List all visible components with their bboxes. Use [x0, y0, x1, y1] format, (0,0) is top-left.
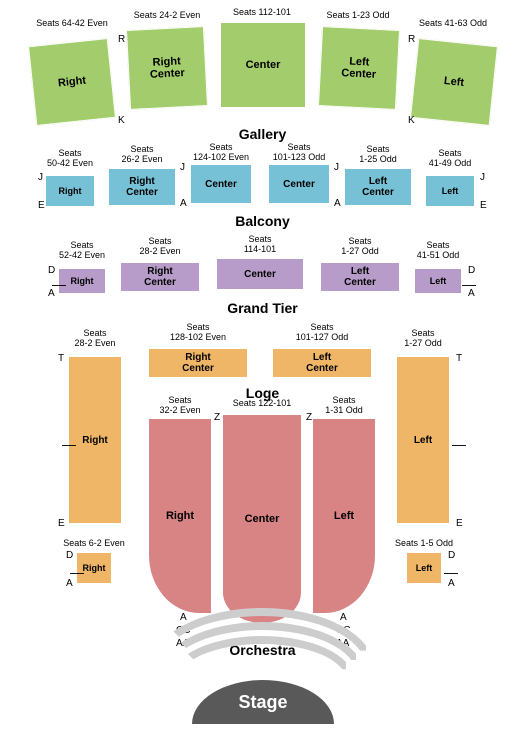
gallery-left-center[interactable]: LeftCenter: [318, 26, 400, 110]
grand-tier-title: Grand Tier: [0, 300, 525, 316]
balcony-row-j-4: J: [334, 162, 339, 173]
balcony-center-r[interactable]: Center: [268, 164, 330, 204]
lowerbox-left[interactable]: Left: [406, 552, 442, 584]
gallery-row-k-3: K: [408, 115, 415, 126]
loge-side-right-seats-label: Seats28-2 Even: [55, 328, 135, 348]
gallery-right[interactable]: Right: [28, 38, 116, 126]
balcony-left[interactable]: Left: [425, 175, 475, 207]
grand-tier-left-center-seats-label: Seats1-27 Odd: [320, 236, 400, 256]
balcony-right[interactable]: Right: [45, 175, 95, 207]
loge-right-center[interactable]: RightCenter: [148, 348, 248, 378]
loge-row-e-1: E: [58, 518, 65, 529]
balcony-title: Balcony: [0, 213, 525, 229]
loge-right-center-seats-label: Seats128-102 Even: [158, 322, 238, 342]
balcony-left-seats-label: Seats41-49 Odd: [410, 148, 490, 168]
gallery-right-center-seats-label: Seats 24-2 Even: [127, 10, 207, 20]
balcony-left-center-seats-label: Seats1-25 Odd: [338, 144, 418, 164]
orchestra-center-seats-label: Seats 122-101: [222, 398, 302, 408]
grand-tier-right-center[interactable]: RightCenter: [120, 262, 200, 292]
balcony-center-l[interactable]: Center: [190, 164, 252, 204]
balcony-right-seats-label: Seats50-42 Even: [30, 148, 110, 168]
dash-3: —: [452, 436, 466, 452]
loge-row-t-0: T: [58, 353, 64, 364]
dash-0: —: [52, 276, 66, 292]
balcony-row-j-6: J: [480, 172, 485, 183]
gallery-title: Gallery: [0, 126, 525, 142]
grand-tier-row-d-2: D: [468, 265, 475, 276]
balcony-center-l-seats-label: Seats124-102 Even: [181, 142, 261, 162]
loge-row-e-3: E: [456, 518, 463, 529]
grand-tier-left[interactable]: Left: [414, 268, 462, 294]
balcony-row-j-2: J: [180, 162, 185, 173]
grand-tier-row-d-0: D: [48, 265, 55, 276]
dash-5: —: [444, 564, 458, 580]
orchestra-row-a-3: A: [340, 612, 347, 623]
orchestra-row-a-2: A: [180, 612, 187, 623]
grand-tier-center-seats-label: Seats114-101: [220, 234, 300, 254]
lowerbox-left-seats-label: Seats 1-5 Odd: [384, 538, 464, 548]
gallery-row-r-0: R: [118, 34, 125, 45]
lowerbox-right-seats-label: Seats 6-2 Even: [54, 538, 134, 548]
gallery-row-k-2: K: [118, 115, 125, 126]
orchestra-center[interactable]: Center: [222, 414, 302, 624]
dash-4: —: [70, 564, 84, 580]
loge-row-t-2: T: [456, 353, 462, 364]
gallery-left[interactable]: Left: [410, 38, 498, 126]
balcony-right-center-seats-label: Seats26-2 Even: [102, 144, 182, 164]
balcony-left-center[interactable]: LeftCenter: [344, 168, 412, 206]
orchestra-row-z-1: Z: [306, 412, 312, 423]
orchestra-row-d-8: D: [66, 550, 73, 561]
balcony-row-j-0: J: [38, 172, 43, 183]
gallery-left-seats-label: Seats 41-63 Odd: [413, 18, 493, 28]
balcony-row-e-1: E: [38, 200, 45, 211]
stage: Stage: [192, 680, 334, 724]
balcony-row-e-7: E: [480, 200, 487, 211]
grand-tier-center[interactable]: Center: [216, 258, 304, 290]
loge-left-center-seats-label: Seats101-127 Odd: [282, 322, 362, 342]
orchestra-left-seats-label: Seats1-31 Odd: [304, 395, 384, 415]
loge-side-left[interactable]: Left: [396, 356, 450, 524]
balcony-row-a-3: A: [180, 198, 187, 209]
orchestra-right-seats-label: Seats32-2 Even: [140, 395, 220, 415]
gallery-right-center[interactable]: RightCenter: [126, 26, 208, 110]
dash-2: —: [62, 436, 76, 452]
loge-left-center[interactable]: LeftCenter: [272, 348, 372, 378]
orchestra-row-z-0: Z: [214, 412, 220, 423]
balcony-right-center[interactable]: RightCenter: [108, 168, 176, 206]
gallery-center-seats-label: Seats 112-101: [222, 7, 302, 17]
gallery-center[interactable]: Center: [220, 22, 306, 108]
dash-1: —: [462, 276, 476, 292]
gallery-right-seats-label: Seats 64-42 Even: [32, 18, 112, 28]
grand-tier-left-center[interactable]: LeftCenter: [320, 262, 400, 292]
gallery-row-r-1: R: [408, 34, 415, 45]
orchestra-left[interactable]: Left: [312, 418, 376, 614]
grand-tier-left-seats-label: Seats41-51 Odd: [398, 240, 478, 260]
grand-tier-right-seats-label: Seats52-42 Even: [42, 240, 122, 260]
orchestra-row-d-10: D: [448, 550, 455, 561]
orchestra-right[interactable]: Right: [148, 418, 212, 614]
gallery-left-center-seats-label: Seats 1-23 Odd: [318, 10, 398, 20]
grand-tier-right-center-seats-label: Seats28-2 Even: [120, 236, 200, 256]
loge-side-right[interactable]: Right: [68, 356, 122, 524]
loge-side-left-seats-label: Seats1-27 Odd: [383, 328, 463, 348]
balcony-row-a-5: A: [334, 198, 341, 209]
balcony-center-r-seats-label: Seats101-123 Odd: [259, 142, 339, 162]
